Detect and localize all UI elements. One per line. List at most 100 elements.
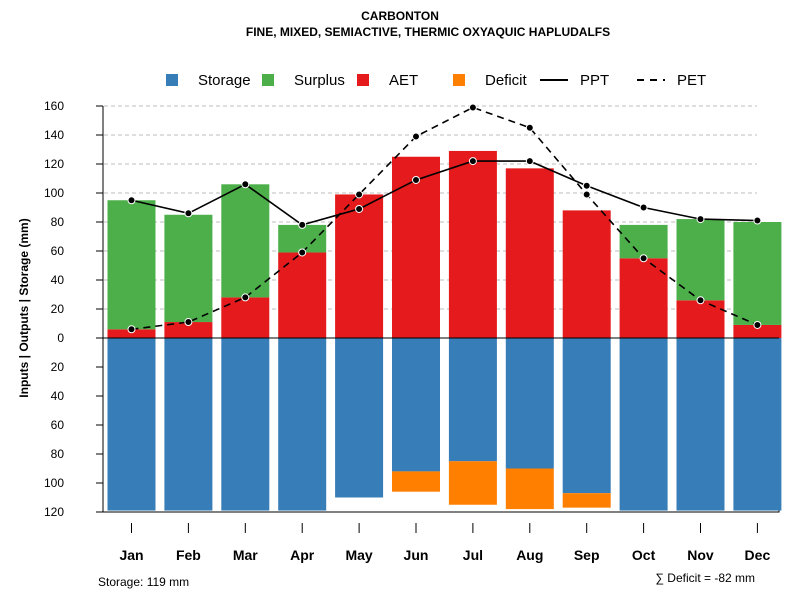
aet-bar xyxy=(221,297,270,338)
legend-label: Deficit xyxy=(485,72,528,89)
ppt-point xyxy=(696,215,705,224)
pet-point xyxy=(753,320,762,329)
pet-point xyxy=(355,190,364,199)
storage-bar xyxy=(392,338,440,472)
x-tick-label: Sep xyxy=(574,547,600,563)
aet-bar xyxy=(278,252,327,338)
x-tick-label: Nov xyxy=(687,547,714,563)
aet-bar xyxy=(505,168,554,338)
legend: Storage Surplus AET Deficit PPT PET xyxy=(166,72,706,89)
deficit-bar xyxy=(392,471,440,492)
y-tick-label: 80 xyxy=(51,447,65,461)
ppt-point xyxy=(412,175,420,184)
surplus-bar xyxy=(107,200,156,330)
y-tick-label: 80 xyxy=(51,215,65,229)
y-tick-label: 120 xyxy=(44,157,64,171)
x-tick-label: Apr xyxy=(290,547,315,563)
chart-subtitle: FINE, MIXED, SEMIACTIVE, THERMIC OXYAQUI… xyxy=(246,25,610,39)
storage-bar xyxy=(278,338,327,511)
x-tick-label: Aug xyxy=(516,547,543,563)
x-tick-label: Feb xyxy=(176,547,201,563)
aet-bar xyxy=(392,156,440,338)
pet-point xyxy=(639,254,648,263)
y-tick-label: 20 xyxy=(51,302,65,316)
deficit-bar xyxy=(505,468,554,510)
legend-swatch xyxy=(262,74,274,86)
ppt-line xyxy=(131,160,758,226)
x-tick-label: Jun xyxy=(404,547,429,563)
y-axis-label: Inputs | Outputs | Storage (mm) xyxy=(17,218,31,397)
x-tick-label: Jan xyxy=(119,547,143,563)
x-tick-label: Oct xyxy=(632,547,656,563)
deficit-bar xyxy=(448,461,497,505)
lines xyxy=(127,103,762,334)
aet-bar xyxy=(733,324,782,338)
deficit-note: ∑ Deficit = -82 mm xyxy=(655,571,755,585)
y-tick-label: 20 xyxy=(51,360,65,374)
aet-bar xyxy=(448,150,497,338)
x-tick-label: Dec xyxy=(745,547,771,563)
aet-bar xyxy=(676,300,725,338)
pet-point xyxy=(298,248,307,257)
y-tick-label: 60 xyxy=(51,244,65,258)
chart-title: CARBONTON xyxy=(361,9,439,23)
pet-point xyxy=(241,293,250,302)
surplus-bar xyxy=(619,224,668,259)
x-tick-label: Jul xyxy=(463,547,483,563)
storage-bar xyxy=(335,338,384,498)
aet-bar xyxy=(619,258,668,338)
surplus-bar xyxy=(676,219,725,301)
storage-bar xyxy=(164,338,213,511)
bars xyxy=(102,150,782,513)
legend-label: Surplus xyxy=(294,72,345,89)
y-tick-label: 100 xyxy=(44,476,64,490)
ppt-point xyxy=(127,196,136,205)
ppt-point xyxy=(525,157,534,166)
aet-bar xyxy=(562,210,611,338)
storage-note: Storage: 119 mm xyxy=(98,575,189,589)
aet-bar xyxy=(107,329,156,338)
ppt-point xyxy=(639,203,648,212)
ppt-point xyxy=(468,157,477,166)
storage-bar xyxy=(562,338,611,494)
x-tick-label: May xyxy=(345,547,372,563)
storage-bar xyxy=(448,338,497,462)
y-tick-label: 60 xyxy=(51,418,65,432)
legend-label: PET xyxy=(677,72,706,89)
ppt-point xyxy=(241,180,250,189)
y-tick-label: 40 xyxy=(51,389,65,403)
y-tick-label: 40 xyxy=(51,273,65,287)
pet-point xyxy=(696,296,705,305)
y-tick-label: 160 xyxy=(44,99,64,113)
y-tick-label: 0 xyxy=(57,331,64,345)
x-tick-label: Mar xyxy=(233,547,258,563)
storage-bar xyxy=(619,338,668,511)
ppt-point xyxy=(582,181,591,190)
storage-bar xyxy=(221,338,270,511)
legend-label: Storage xyxy=(198,72,251,89)
storage-bar xyxy=(505,338,554,469)
storage-bar xyxy=(107,338,156,511)
storage-bar xyxy=(733,338,782,511)
pet-point xyxy=(468,103,477,112)
axes: 160 140 120 100 80 60 40 20 0 20 40 60 80 100 120 Jan Fe… xyxy=(44,99,770,563)
pet-point xyxy=(412,132,420,141)
surplus-bar xyxy=(278,224,327,253)
y-tick-label: 140 xyxy=(44,128,64,142)
legend-swatch xyxy=(357,74,369,86)
y-tick-label: 100 xyxy=(44,186,64,200)
deficit-bar xyxy=(562,493,611,508)
aet-bar xyxy=(164,322,213,338)
y-tick-label: 120 xyxy=(44,505,64,519)
legend-swatch xyxy=(166,74,178,86)
pet-point xyxy=(184,318,193,327)
legend-swatch xyxy=(453,74,465,86)
surplus-bar xyxy=(221,184,270,298)
ppt-point xyxy=(298,220,307,229)
legend-label: AET xyxy=(389,72,418,89)
pet-point xyxy=(127,325,136,334)
aet-bar xyxy=(335,194,384,338)
surplus-bar xyxy=(733,222,782,325)
ppt-point xyxy=(355,204,364,213)
